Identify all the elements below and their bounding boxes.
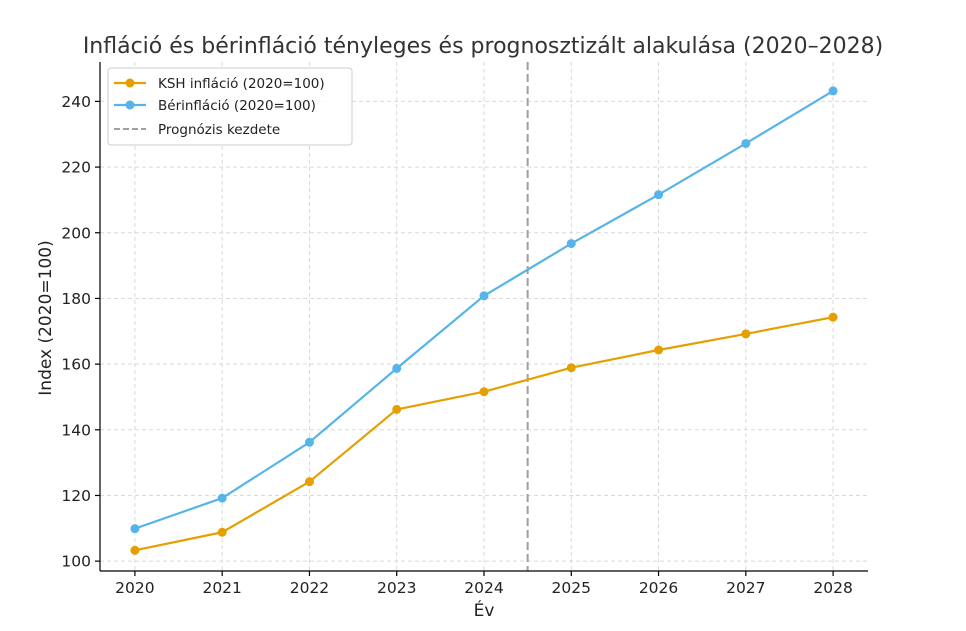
y-tick-label: 140 [61,421,91,439]
data-point-series-2 [392,363,402,373]
legend-label: Bérinfláció (2020=100) [158,98,316,114]
chart-title: Infláció és bérinfláció tényleges és pro… [83,34,883,59]
data-point-series-2 [217,493,227,503]
data-point-series-2 [479,291,489,301]
x-axis-label: Év [474,599,495,621]
data-point-series-2 [654,190,664,200]
legend-box [107,67,353,146]
x-tick-label: 2022 [290,579,329,597]
legend-label: Prognózis kezdete [158,122,280,138]
data-point-series-1 [392,404,402,414]
x-tick-label: 2028 [813,579,852,597]
data-point-series-2 [828,86,838,96]
data-point-series-1 [304,477,314,487]
y-tick-label: 220 [61,159,91,177]
data-point-series-1 [741,329,751,339]
data-point-series-2 [741,138,751,148]
axes: 2020 2021 2022 2023 2024 2025 2026 2027 2028 100 1… [61,62,868,597]
legend-swatch-marker [125,78,135,88]
y-tick-label: 100 [61,553,91,571]
x-tick-label: 2024 [464,579,503,597]
data-point-series-1 [479,387,489,397]
legend-swatch-marker [125,100,135,110]
x-tick-label: 2027 [726,579,765,597]
x-tick-label: 2025 [552,579,591,597]
data-point-series-1 [217,527,227,537]
data-point-series-2 [130,524,140,534]
data-point-series-1 [828,312,838,322]
data-point-series-1 [566,363,576,373]
data-point-series-1 [130,545,140,555]
y-tick-label: 200 [61,224,91,242]
y-tick-label: 180 [61,290,91,308]
data-point-series-1 [654,345,664,355]
x-tick-label: 2026 [639,579,678,597]
series-layer [130,86,838,555]
legend-label: KSH infláció (2020=100) [158,76,325,92]
y-tick-label: 160 [61,356,91,374]
data-point-series-2 [304,437,314,447]
data-point-series-2 [566,239,576,249]
x-tick-label: 2020 [115,579,154,597]
legend: KSH infláció (2020=100) Bérinfláció (2020… [107,67,353,146]
x-tick-label: 2021 [202,579,241,597]
x-tick-label: 2023 [377,579,416,597]
y-axis-label: Index (2020=100) [36,240,56,395]
grid [100,62,868,571]
y-tick-label: 240 [61,93,91,111]
y-tick-label: 120 [61,487,91,505]
